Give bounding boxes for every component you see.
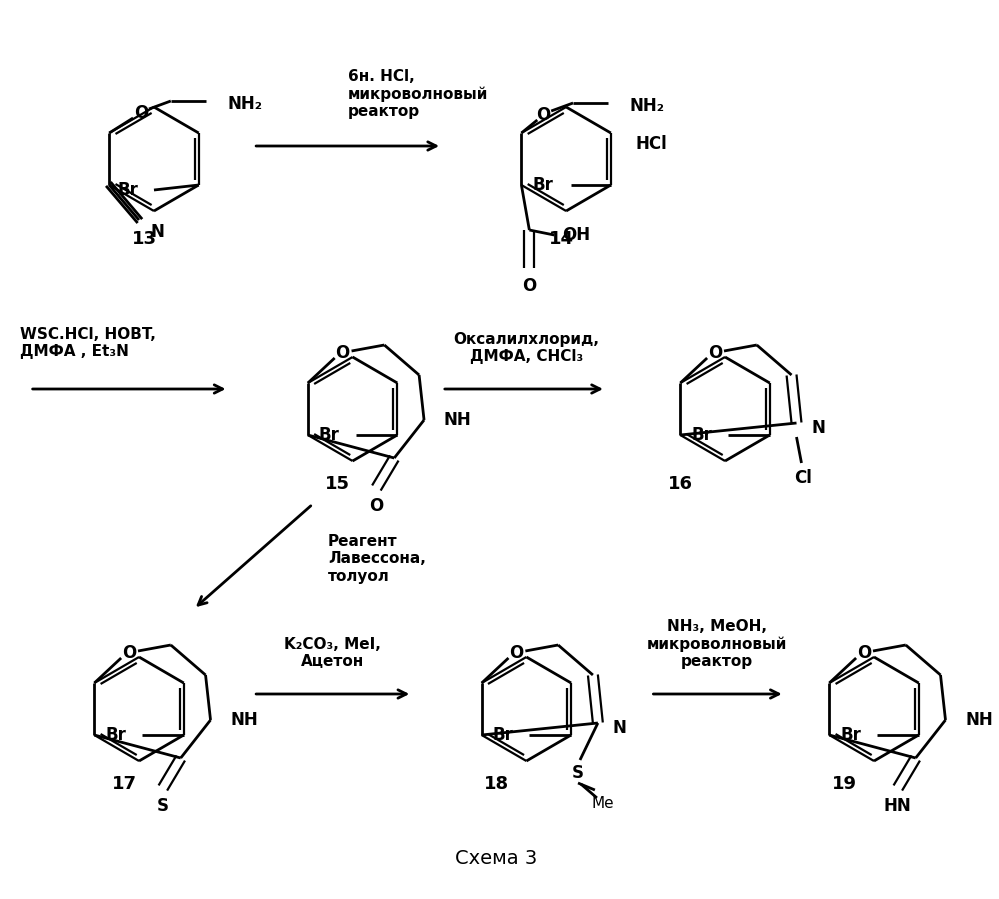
Text: NH: NH [231,711,258,729]
Text: Оксалилхлорид,
ДМФА, CHCl₃: Оксалилхлорид, ДМФА, CHCl₃ [454,332,599,364]
Text: NH₂: NH₂ [228,95,263,113]
Text: O: O [134,104,148,122]
Text: Cl: Cl [794,469,812,487]
Text: O: O [336,344,350,362]
Text: 19: 19 [832,775,857,793]
Text: 16: 16 [668,475,693,493]
Text: S: S [157,797,169,815]
Text: Br: Br [691,426,712,444]
Text: Me: Me [591,796,614,811]
Text: WSC.HCl, HOBT,
ДМФА , Et₃N: WSC.HCl, HOBT, ДМФА , Et₃N [20,326,156,359]
Text: N: N [612,719,626,737]
Text: Br: Br [840,726,861,744]
Text: NH₂: NH₂ [629,97,664,115]
Text: 15: 15 [326,475,351,493]
Text: 13: 13 [132,230,157,248]
Text: 18: 18 [485,775,509,793]
Text: NH: NH [444,411,472,429]
Text: K₂CO₃, MeI,
Ацетон: K₂CO₃, MeI, Ацетон [285,636,382,669]
Text: O: O [370,497,384,515]
Text: 17: 17 [112,775,137,793]
Text: Br: Br [319,426,340,444]
Text: Схема 3: Схема 3 [456,850,537,868]
Text: NH₃, MeOH,
микроволновый
реактор: NH₃, MeOH, микроволновый реактор [647,619,787,669]
Text: 14: 14 [548,230,573,248]
Text: OH: OH [562,226,590,244]
Text: Br: Br [532,176,553,194]
Text: HCl: HCl [635,135,667,153]
Text: N: N [811,419,825,437]
Text: Br: Br [493,726,513,744]
Text: O: O [122,644,136,662]
Text: S: S [572,764,584,782]
Text: O: O [857,644,871,662]
Text: NH: NH [965,711,993,729]
Text: HN: HN [884,797,912,815]
Text: O: O [708,344,722,362]
Text: 6н. HCl,
микроволновый
реактор: 6н. HCl, микроволновый реактор [348,68,488,119]
Text: Br: Br [105,726,126,744]
Text: O: O [522,277,536,295]
Text: O: O [536,106,550,124]
Text: N: N [151,223,165,241]
Text: Реагент
Лавессона,
толуол: Реагент Лавессона, толуол [328,534,426,583]
Text: Br: Br [117,181,138,199]
Text: O: O [509,644,523,662]
